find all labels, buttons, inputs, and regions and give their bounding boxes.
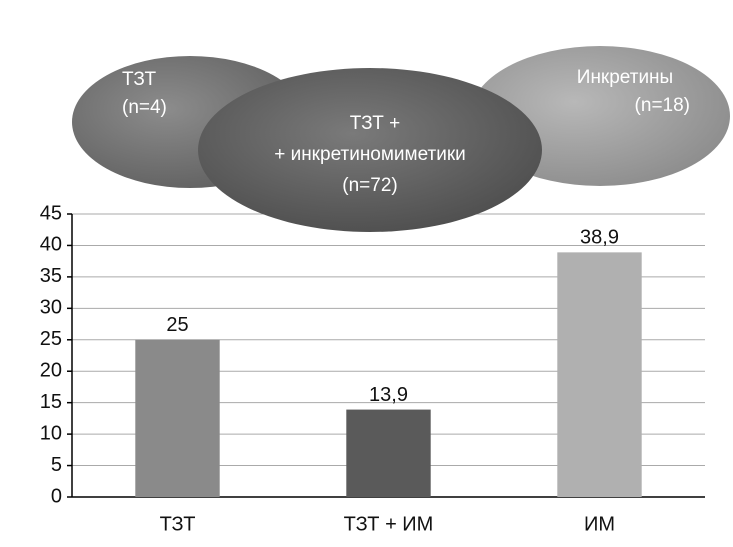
y-tick-label: 35 [40,265,62,287]
x-tick-label: ИМ [584,513,615,535]
annotation: + инкретиномиметики [274,144,466,165]
annotation: (n=4) [122,97,167,118]
annotation: ТЗТ + [350,113,400,134]
y-tick-label: 20 [40,360,62,382]
bar [346,409,431,497]
y-tick-label: 0 [51,485,62,507]
x-tick-label: ТЗТ + ИМ [344,513,434,535]
value-label: 25 [166,314,188,336]
bar [557,252,642,497]
annotation: (n=72) [342,175,397,196]
set-ellipse [198,68,542,232]
value-label: 13,9 [369,384,408,406]
y-tick-label: 10 [40,422,62,444]
y-tick-label: 5 [51,454,62,476]
x-tick-label: ТЗТ [160,513,196,535]
plot-area: 0 5 10 15 20 25 30 35 40 45 ТЗТ 25 ТЗТ + ИМ 13,9 ИМ 38,… [40,202,705,535]
y-tick-label: 45 [40,202,62,224]
bar [135,339,220,497]
y-tick-label: 30 [40,297,62,319]
annotation: ТЗТ [122,69,156,90]
value-label: 38,9 [580,227,619,249]
y-tick-label: 25 [40,328,62,350]
annotation: (n=18) [635,95,690,116]
y-tick-label: 15 [40,391,62,413]
y-tick-label: 40 [40,234,62,256]
annotation: Инкретины [577,67,673,88]
